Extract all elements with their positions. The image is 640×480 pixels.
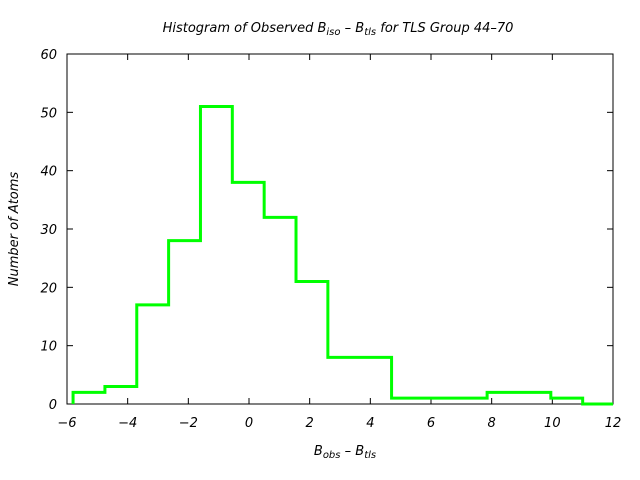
chart-title-prefix: Histogram of Observed B [163, 21, 327, 36]
chart-title-suffix: for TLS Group 44–70 [376, 21, 513, 36]
x-tick-label: 12 [605, 416, 622, 431]
x-tick-label: 8 [488, 416, 496, 431]
x-axis-label: Bobs – Btls [314, 444, 376, 461]
histogram-step-line [71, 105, 613, 406]
y-tick-label: 60 [40, 48, 57, 63]
x-tick-label: −6 [57, 416, 76, 431]
chart-title-mid: – B [341, 21, 365, 36]
y-tick-label: 50 [40, 106, 57, 121]
x-axis: −6 −4 −2 0 2 4 6 8 10 12 [57, 54, 621, 431]
chart-title-sub-iso: iso [326, 27, 340, 38]
y-tick-label: 10 [40, 340, 57, 355]
y-tick-label: 40 [40, 165, 57, 180]
chart-title-sub-tls: tls [364, 27, 376, 38]
y-axis-label: Number of Atoms [7, 172, 22, 287]
chart-title: Histogram of Observed Biso – Btls for TL… [163, 21, 514, 38]
y-tick-label: 20 [40, 281, 57, 296]
y-axis: 0 10 20 30 40 50 60 [40, 48, 613, 413]
x-tick-label: 6 [427, 416, 435, 431]
x-tick-label: 0 [245, 416, 253, 431]
y-tick-label: 30 [40, 223, 57, 238]
x-tick-label: 4 [366, 416, 374, 431]
x-tick-label: −4 [118, 416, 137, 431]
x-axis-label-sub-obs: obs [323, 450, 341, 461]
x-tick-label: −2 [179, 416, 198, 431]
x-tick-label: 10 [544, 416, 561, 431]
x-axis-label-sub-tls: tls [364, 450, 376, 461]
plot-frame [66, 53, 614, 405]
x-axis-label-mid: – B [341, 444, 365, 459]
y-tick-label: 0 [49, 398, 57, 413]
x-axis-label-b: B [314, 444, 323, 459]
x-tick-label: 2 [306, 416, 314, 431]
